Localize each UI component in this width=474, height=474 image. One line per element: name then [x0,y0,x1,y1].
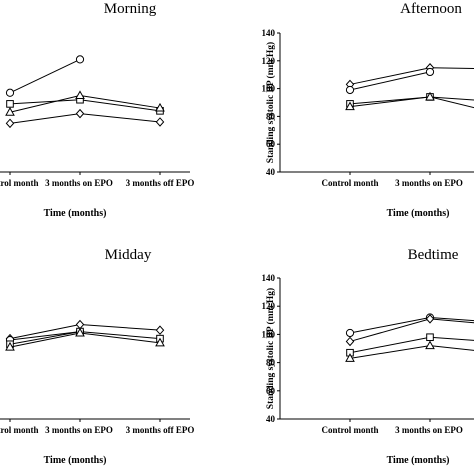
data-point [425,67,435,77]
data-point [155,325,165,335]
data-point [345,101,355,111]
data-point [6,100,14,108]
series-triangle [345,91,474,111]
data-point [75,327,85,337]
series-diamond [5,108,165,129]
x-axis-label: Time (months) [44,208,107,219]
series-line [9,99,161,112]
data-point [75,90,85,100]
x-tick-label: Control month [0,425,39,435]
y-tick-label: 100 [262,329,276,339]
series-line [9,113,161,124]
series-triangle [5,327,165,351]
series-line [349,318,474,342]
series-diamond [345,314,474,347]
x-tick-label: 3 months on EPO [45,178,113,188]
x-tick-label: Control month [321,425,378,435]
x-tick-label: 3 months on EPO [395,425,463,435]
panel-title: Bedtime [408,247,459,263]
x-tick-label: 3 months off EPO [126,425,195,435]
series-line [349,345,474,359]
y-tick-label: 60 [266,139,276,149]
x-axis-label: Time (months) [387,455,450,466]
data-point [5,88,15,97]
panel-morning: Morning Control month 3 months on EPO 3 mon… [0,1,194,219]
series-line [9,95,161,113]
data-point [155,337,165,347]
data-point [75,319,85,330]
series-line [349,71,431,91]
y-tick-label: 120 [262,56,276,66]
y-tick-label: 60 [266,386,276,396]
data-point [345,336,355,347]
data-point [5,107,15,116]
series-line [349,316,474,334]
series-triangle [345,340,474,362]
data-point [75,108,85,119]
y-axis-label: Standing systolic BP (mm Hg) [265,42,276,163]
y-tick-label: 40 [266,414,276,424]
data-point [425,91,435,101]
x-tick-label: 3 months on EPO [45,425,113,435]
x-tick-label: Control month [321,178,378,188]
y-tick-label: 100 [262,84,276,94]
series-circle [345,313,474,338]
x-tick-label: 3 months off EPO [126,178,195,188]
y-tick-label: 80 [266,358,276,368]
data-point [345,328,355,338]
data-point [425,340,435,350]
y-tick-label: 120 [262,301,276,311]
series-circle [345,67,435,95]
y-tick-label: 40 [266,167,276,177]
x-tick-label: Control month [0,178,39,188]
data-point [426,333,434,342]
data-point [5,118,15,129]
panel-midday: Midday Control month 3 months on EPO 3 mont… [0,247,194,466]
series-line [349,336,474,354]
data-point [155,102,165,112]
series-line [349,96,474,109]
panel-title: Morning [104,1,157,17]
data-point [5,341,15,351]
x-tick-label: 3 months on EPO [395,178,463,188]
y-tick-label: 140 [262,273,276,283]
x-axis-label: Time (months) [44,455,107,466]
panel-title: Midday [105,247,152,263]
series-line [9,58,81,94]
panel-title: Afternoon [400,1,462,17]
data-point [345,85,355,95]
y-tick-label: 80 [266,111,276,121]
data-point [75,55,85,64]
data-point [155,117,165,127]
series-line [9,331,81,341]
series-circle [5,55,85,97]
y-axis-label: Standing systolic BP (mm Hg) [265,288,276,409]
x-axis-label: Time (months) [387,208,450,219]
data-point [345,353,355,362]
data-point [425,314,435,324]
y-tick-label: 140 [262,28,276,38]
series-triangle [5,90,165,116]
series-circle [5,327,85,345]
